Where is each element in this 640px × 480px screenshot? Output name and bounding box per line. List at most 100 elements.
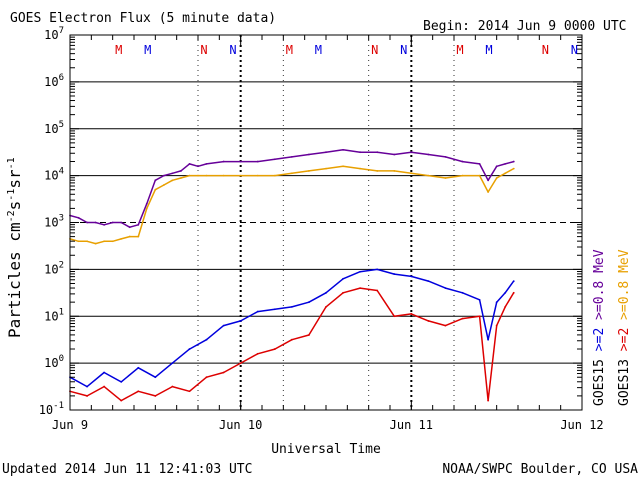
- series-point-0-25: [359, 151, 362, 154]
- y-tick-base: 10: [44, 216, 58, 230]
- series-point-1-29: [427, 174, 430, 177]
- y-axis-label: Particles cm-2s-1sr-1: [5, 157, 24, 338]
- series-point-2-8: [205, 338, 208, 341]
- series-point-3-27: [504, 305, 507, 308]
- y-tick-exp: 0: [59, 354, 64, 364]
- series-point-0-30: [444, 155, 447, 158]
- y-tick-exp: 4: [59, 167, 64, 177]
- series-point-1-16: [205, 174, 208, 177]
- series-point-1-28: [410, 172, 413, 175]
- marker-11: N: [571, 43, 578, 57]
- series-point-0-12: [171, 172, 174, 175]
- legend-column-goes15: GOES15 >=2 >=0.8 MeV: [592, 249, 607, 406]
- series-point-0-19: [256, 160, 259, 163]
- series-point-2-14: [308, 301, 310, 304]
- y-tick-label-5: 104: [44, 167, 64, 183]
- series-point-0-36: [512, 160, 515, 163]
- series-point-0-16: [205, 163, 208, 165]
- chart-title: GOES Electron Flux (5 minute data): [10, 11, 276, 26]
- series-point-2-22: [444, 287, 447, 290]
- series-point-1-30: [444, 177, 447, 179]
- y-label-exp3: -1: [6, 157, 17, 169]
- series-point-0-35: [504, 163, 507, 165]
- marker-2: N: [200, 43, 207, 57]
- series-point-3-6: [171, 385, 174, 388]
- y-tick-label-6: 105: [44, 120, 64, 136]
- series-point-0-3: [94, 221, 97, 224]
- series-point-0-17: [222, 160, 225, 163]
- y-tick-base: 10: [44, 122, 58, 136]
- series-point-1-13: [180, 177, 182, 179]
- series-point-0-34: [495, 165, 498, 168]
- series-point-1-1: [77, 240, 80, 243]
- series-point-0-2: [86, 221, 88, 224]
- series-point-0-31: [461, 160, 464, 163]
- series-point-1-3: [94, 242, 97, 245]
- series-point-0-4: [103, 223, 106, 226]
- marker-6: N: [371, 43, 378, 57]
- series-point-0-9: [145, 202, 148, 205]
- series-point-1-34: [495, 177, 498, 179]
- marker-7: N: [400, 43, 407, 57]
- grid-lines: [70, 35, 582, 410]
- series-point-3-8: [205, 376, 208, 379]
- series-point-2-17: [359, 270, 362, 273]
- series-point-3-18: [376, 289, 379, 292]
- y-tick-base: 10: [39, 403, 53, 417]
- marker-9: M: [485, 43, 492, 57]
- series-point-0-21: [290, 155, 293, 158]
- series-point-2-20: [410, 275, 413, 278]
- y-tick-exp: 2: [59, 260, 64, 270]
- marker-5: M: [315, 43, 322, 57]
- series-point-0-22: [308, 153, 310, 156]
- series-point-2-10: [239, 320, 242, 322]
- series-point-3-17: [359, 287, 362, 290]
- y-tick-label-7: 106: [44, 73, 64, 89]
- series-point-3-22: [444, 324, 447, 327]
- series-point-0-5: [111, 221, 114, 224]
- series-point-3-16: [342, 291, 344, 294]
- series-line-3: [69, 287, 515, 402]
- series-point-2-19: [393, 273, 396, 275]
- series-point-1-35: [504, 172, 507, 175]
- series-point-2-6: [171, 362, 174, 365]
- series-point-2-11: [256, 310, 259, 313]
- series-point-0-24: [342, 148, 344, 151]
- y-tick-label-1: 100: [44, 354, 64, 370]
- series-point-1-14: [188, 174, 191, 177]
- series-point-0-32: [478, 163, 481, 165]
- series-point-2-3: [120, 380, 123, 383]
- x-tick-label-0: Jun 9: [52, 418, 88, 432]
- series-point-3-9: [222, 371, 225, 374]
- series-point-1-19: [256, 174, 259, 177]
- y-label-exp1: -2: [6, 210, 17, 222]
- series-point-3-21: [427, 320, 430, 322]
- series-point-2-25: [487, 338, 490, 341]
- data-series: [69, 148, 515, 402]
- y-tick-base: 10: [44, 75, 58, 89]
- series-point-1-36: [512, 167, 515, 170]
- source-credit: NOAA/SWPC Boulder, CO USA: [442, 462, 638, 477]
- series-point-3-23: [461, 317, 464, 320]
- series-point-3-20: [410, 313, 413, 315]
- legend-entry-goes13-1: >=2: [617, 328, 632, 359]
- y-tick-exp: 5: [59, 120, 64, 130]
- legend-entry-goes15-2: >=0.8 MeV: [592, 249, 607, 327]
- series-point-2-7: [188, 348, 191, 350]
- series-point-3-19: [393, 315, 396, 318]
- series-point-1-11: [162, 184, 165, 186]
- series-point-0-11: [162, 174, 165, 177]
- series-point-0-27: [393, 153, 396, 156]
- series-point-3-13: [290, 338, 293, 341]
- y-tick-base: 10: [44, 262, 58, 276]
- x-tick-label-2: Jun 11: [390, 418, 433, 432]
- series-point-3-10: [239, 362, 242, 365]
- series-point-1-32: [478, 174, 481, 177]
- legend-entry-goes15-1: >=2: [592, 328, 607, 359]
- series-point-1-6: [120, 238, 123, 240]
- series-point-1-20: [273, 174, 276, 177]
- y-label-mid1: s: [5, 201, 24, 211]
